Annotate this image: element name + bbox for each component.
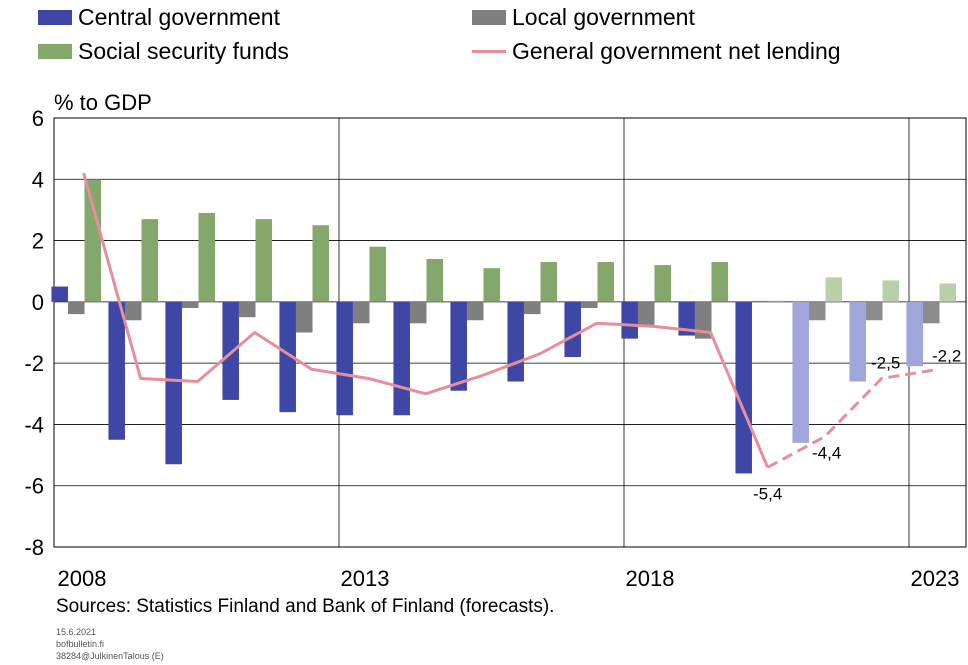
legend-social: Social security funds: [38, 38, 289, 65]
bar-local-government: [694, 301, 712, 339]
bar-local-government: [124, 301, 142, 321]
bar-central-government: [393, 301, 410, 416]
bar-social-security-funds: [369, 246, 387, 302]
legend-label-central: Central government: [78, 4, 280, 30]
bar-central-government: [735, 301, 752, 474]
bar-central-government: [165, 301, 182, 465]
bar-social-security-funds: [483, 268, 501, 302]
sources-note: Sources: Statistics Finland and Bank of …: [56, 596, 555, 617]
bar-central-government: [564, 301, 581, 358]
bar-local-government: [808, 301, 826, 321]
legend-label-social: Social security funds: [78, 38, 289, 64]
bar-social-security-funds: [711, 262, 729, 302]
legend-net: General government net lending: [472, 38, 841, 65]
chart-canvas: 6 4 2 0 -2 -4 -6 -8 2008 2013 2018 2023 -5,4 -4,4 -2,5…: [24, 106, 967, 590]
bar-central-government: [222, 301, 239, 400]
bar-social-security-funds: [540, 262, 558, 302]
data-label: -5,4: [753, 484, 782, 503]
y-tick-label: -8: [24, 535, 44, 560]
bar-social-security-funds: [312, 225, 330, 302]
bar-local-government: [295, 301, 313, 333]
y-tick-label: 4: [32, 167, 44, 192]
data-label: -2,5: [871, 353, 900, 372]
y-tick-label: 6: [32, 106, 44, 131]
y-tick-label: -6: [24, 474, 44, 499]
bar-central-government: [621, 301, 638, 339]
bar-central-government: [678, 301, 695, 336]
bar-central-government: [906, 301, 923, 367]
bar-social-security-funds: [198, 212, 216, 302]
bar-social-security-funds: [825, 277, 843, 302]
bar-local-government: [523, 301, 541, 315]
bar-local-government: [238, 301, 256, 318]
bar-local-government: [922, 301, 940, 324]
bar-social-security-funds: [84, 179, 102, 302]
bar-social-security-funds: [255, 219, 273, 302]
data-label: -2,2: [932, 346, 961, 365]
bar-local-government: [466, 301, 484, 321]
x-tick-label: 2013: [341, 566, 390, 590]
net-lending-forecast-line: [766, 367, 939, 469]
bar-local-government: [409, 301, 427, 324]
bar-social-security-funds: [426, 258, 444, 302]
bar-central-government: [507, 301, 524, 382]
bar-social-security-funds: [882, 280, 900, 302]
bar-local-government: [352, 301, 370, 324]
footer-ref: 38284@JulkinenTalous (E): [56, 651, 164, 661]
legend-swatch-net: [472, 50, 506, 53]
legend-central: Central government: [38, 4, 280, 31]
bar-social-security-funds: [768, 300, 786, 303]
legend-swatch-central: [38, 10, 72, 25]
bar-local-government: [637, 301, 655, 327]
plot-frame: [53, 117, 967, 548]
y-tick-label: -4: [24, 412, 44, 437]
legend-swatch-social: [38, 44, 72, 59]
data-label: -4,4: [812, 444, 841, 463]
legend-swatch-local: [472, 10, 506, 25]
x-tick-label: 2008: [58, 566, 107, 590]
legend-local: Local government: [472, 4, 695, 31]
y-tick-label: -2: [24, 351, 44, 376]
bar-central-government: [336, 301, 353, 416]
bar-central-government: [849, 301, 866, 382]
bar-social-security-funds: [939, 283, 957, 302]
footer-date: 15.6.2021: [56, 627, 97, 637]
bar-central-government: [792, 301, 809, 443]
bar-central-government: [108, 301, 125, 440]
legend-label-net: General government net lending: [512, 38, 841, 64]
bar-local-government: [751, 300, 769, 303]
y-tick-label: 2: [32, 229, 44, 254]
legend-label-local: Local government: [512, 4, 695, 30]
bar-central-government: [279, 301, 296, 413]
footer-site: bofbulletin.fi: [56, 639, 105, 649]
bar-social-security-funds: [141, 219, 159, 302]
bar-social-security-funds: [654, 265, 672, 302]
net-lending-line: [82, 172, 770, 468]
y-tick-label: 0: [32, 290, 44, 315]
bar-local-government: [865, 301, 883, 321]
bar-central-government: [450, 301, 467, 391]
bar-local-government: [67, 301, 85, 315]
bar-central-government: [51, 286, 68, 302]
bar-local-government: [580, 301, 598, 308]
x-tick-label: 2018: [626, 566, 675, 590]
bar-local-government: [181, 301, 199, 308]
bar-social-security-funds: [597, 262, 615, 302]
x-tick-label: 2023: [911, 566, 960, 590]
y-axis-unit-label: % to GDP: [54, 90, 152, 115]
